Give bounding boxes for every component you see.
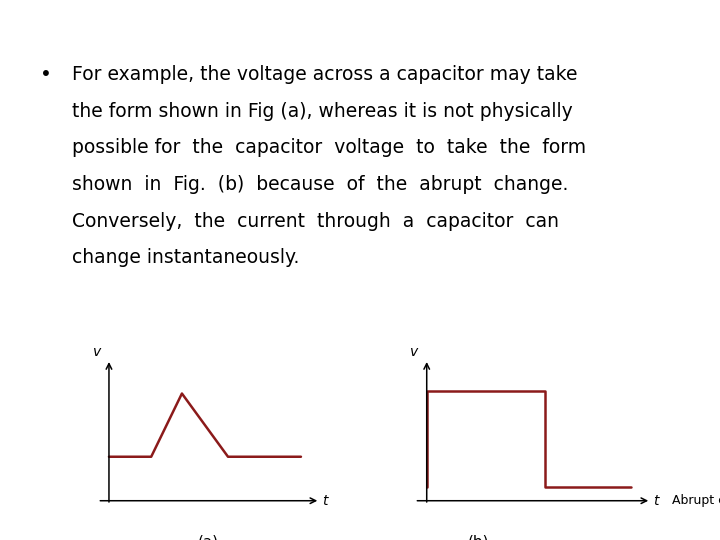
Text: shown  in  Fig.  (b)  because  of  the  abrupt  change.: shown in Fig. (b) because of the abrupt … <box>72 175 568 194</box>
Text: Conversely,  the  current  through  a  capacitor  can: Conversely, the current through a capaci… <box>72 212 559 231</box>
Text: (b): (b) <box>468 535 490 540</box>
Text: t: t <box>653 494 659 508</box>
Text: Abrupt change: Abrupt change <box>672 494 720 507</box>
Text: change instantaneously.: change instantaneously. <box>72 248 300 267</box>
Text: v: v <box>93 345 102 359</box>
Text: For example, the voltage across a capacitor may take: For example, the voltage across a capaci… <box>72 65 577 84</box>
Text: possible for  the  capacitor  voltage  to  take  the  form: possible for the capacitor voltage to ta… <box>72 138 586 157</box>
Text: v: v <box>410 345 418 359</box>
Text: the form shown in Fig (a), whereas it is not physically: the form shown in Fig (a), whereas it is… <box>72 102 572 120</box>
Text: (a): (a) <box>198 535 220 540</box>
Text: •: • <box>40 65 51 84</box>
Text: t: t <box>322 494 328 508</box>
